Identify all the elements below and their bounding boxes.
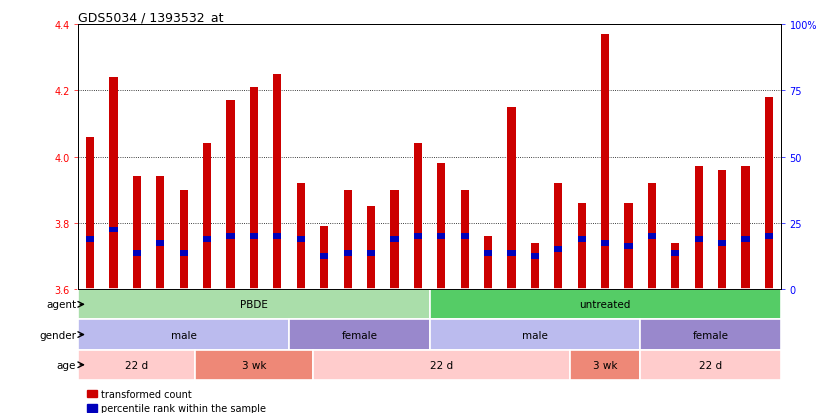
Text: 3 wk: 3 wk: [593, 360, 617, 370]
Text: PBDE: PBDE: [240, 299, 268, 310]
Bar: [196, 350, 312, 380]
Bar: [765, 234, 773, 240]
Text: 22 d: 22 d: [699, 360, 722, 370]
Text: age: age: [57, 360, 76, 370]
Bar: [554, 247, 563, 253]
Bar: [648, 184, 656, 290]
Bar: [672, 243, 679, 290]
Legend: transformed count, percentile rank within the sample: transformed count, percentile rank withi…: [83, 385, 270, 413]
Bar: [273, 74, 282, 290]
Bar: [742, 237, 749, 243]
Bar: [78, 290, 430, 320]
Text: 22 d: 22 d: [430, 360, 453, 370]
Bar: [695, 237, 703, 243]
Bar: [640, 350, 781, 380]
Bar: [156, 177, 164, 290]
Bar: [577, 204, 586, 290]
Bar: [765, 97, 773, 290]
Bar: [672, 250, 679, 256]
Bar: [367, 250, 375, 256]
Bar: [391, 237, 398, 243]
Text: agent: agent: [46, 299, 76, 310]
Bar: [695, 167, 703, 290]
Bar: [414, 234, 422, 240]
Bar: [297, 237, 305, 243]
Text: gender: gender: [39, 330, 76, 340]
Bar: [78, 350, 196, 380]
Text: 22 d: 22 d: [126, 360, 149, 370]
Text: GDS5034 / 1393532_at: GDS5034 / 1393532_at: [78, 11, 224, 24]
Bar: [624, 204, 633, 290]
Bar: [554, 184, 563, 290]
Bar: [110, 227, 117, 233]
Bar: [484, 250, 492, 256]
Text: male: male: [522, 330, 548, 340]
Bar: [133, 250, 141, 256]
Bar: [297, 184, 305, 290]
Bar: [531, 243, 539, 290]
Text: female: female: [341, 330, 377, 340]
Bar: [86, 137, 94, 290]
Bar: [156, 240, 164, 246]
Bar: [718, 240, 726, 246]
Bar: [133, 177, 141, 290]
Bar: [180, 250, 188, 256]
Bar: [430, 290, 781, 320]
Bar: [203, 237, 211, 243]
Bar: [437, 164, 445, 290]
Bar: [273, 234, 282, 240]
Bar: [531, 254, 539, 259]
Bar: [344, 250, 352, 256]
Bar: [391, 190, 398, 290]
Bar: [312, 350, 570, 380]
Bar: [577, 237, 586, 243]
Bar: [601, 240, 609, 246]
Bar: [226, 101, 235, 290]
Bar: [624, 244, 633, 249]
Bar: [320, 254, 328, 259]
Bar: [461, 234, 468, 240]
Bar: [742, 167, 749, 290]
Bar: [648, 234, 656, 240]
Bar: [570, 350, 640, 380]
Bar: [86, 237, 94, 243]
Bar: [414, 144, 422, 290]
Bar: [110, 78, 117, 290]
Text: 3 wk: 3 wk: [242, 360, 266, 370]
Bar: [250, 88, 258, 290]
Bar: [180, 190, 188, 290]
Bar: [226, 234, 235, 240]
Text: male: male: [171, 330, 197, 340]
Bar: [507, 250, 515, 256]
Bar: [640, 320, 781, 350]
Bar: [367, 207, 375, 290]
Bar: [344, 190, 352, 290]
Text: untreated: untreated: [579, 299, 631, 310]
Bar: [507, 107, 515, 290]
Bar: [250, 234, 258, 240]
Bar: [203, 144, 211, 290]
Bar: [484, 237, 492, 290]
Bar: [78, 320, 289, 350]
Bar: [437, 234, 445, 240]
Bar: [718, 171, 726, 290]
Bar: [430, 320, 640, 350]
Bar: [320, 227, 328, 290]
Text: female: female: [692, 330, 729, 340]
Bar: [601, 35, 609, 290]
Bar: [289, 320, 430, 350]
Bar: [461, 190, 468, 290]
